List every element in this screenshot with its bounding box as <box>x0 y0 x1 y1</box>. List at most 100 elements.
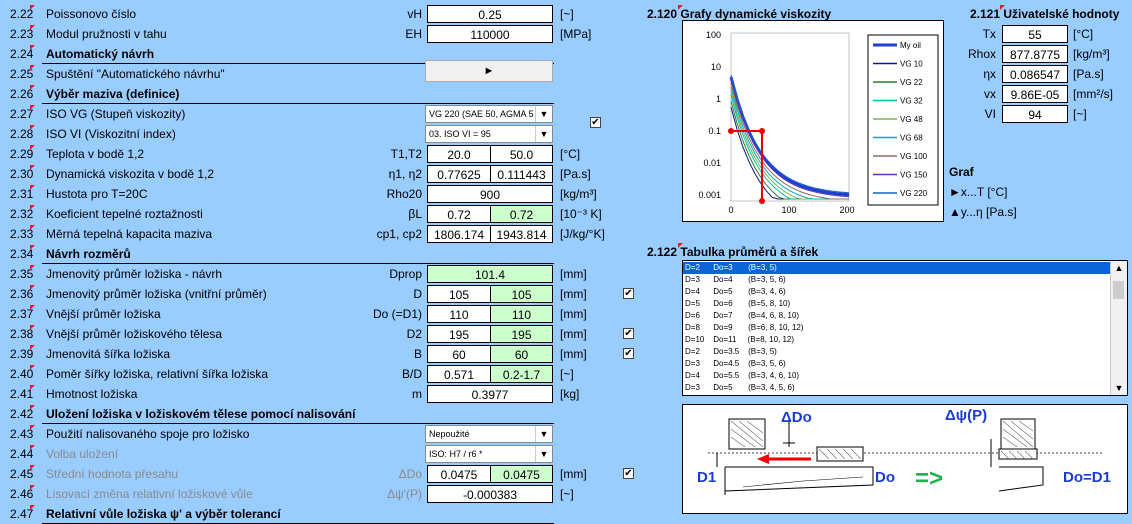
value-cell-2[interactable]: 0.2-1.7 <box>490 365 553 383</box>
comment-marker <box>30 65 35 70</box>
lubricant-checkbox[interactable]: ✔ <box>590 117 601 128</box>
value-cell-1[interactable]: 110 <box>427 305 491 323</box>
list-item[interactable]: D=2 Do=3.5 (B=3, 5) <box>685 347 777 356</box>
value-cell[interactable]: 0.25 <box>427 5 553 23</box>
legend-entry: VG 100 <box>900 152 928 161</box>
list-item[interactable]: D=4 Do=5 (B=3, 4, 6) <box>685 287 786 296</box>
value-cell[interactable]: 101.4 <box>427 265 553 283</box>
user-value-cell[interactable]: 877.8775 <box>1002 45 1068 63</box>
table-heading: 2.122 Tabulka průměrů a šířek <box>647 245 818 259</box>
user-value-cell[interactable]: 55 <box>1002 25 1068 43</box>
chevron-down-icon[interactable]: ▼ <box>535 126 552 142</box>
chart-heading: 2.120 Grafy dynamické viskozity <box>647 7 831 21</box>
select-dropdown[interactable]: VG 220 (SAE 50, AGMA 5 ▼ <box>425 105 553 123</box>
list-item[interactable]: D=6 Do=7 (B=4, 6, 8, 10) <box>685 311 800 320</box>
list-item[interactable]: D=3 Do=5 (B=3, 4, 5, 6) <box>685 383 795 392</box>
value-cell-2[interactable]: 50.0 <box>490 145 553 163</box>
press-fit-diagram: ΔDo Δψ(P) D1 Do => Do=D1 <box>682 404 1128 514</box>
row-label: Poissonovo číslo <box>46 7 137 21</box>
row-checkbox[interactable]: ✔ <box>623 328 634 339</box>
value-cell-2[interactable]: 0.0475 <box>490 465 553 483</box>
diameters-list[interactable]: D=2 Do=3 (B=3, 5) D=3 Do=4 (B=3, 5, 6) D=4… <box>682 260 1128 396</box>
legend-entry: VG 68 <box>900 134 923 143</box>
marker-point-3 <box>759 198 765 204</box>
legend-entry: VG 10 <box>900 60 923 69</box>
value-cell-1[interactable]: 0.72 <box>427 205 491 223</box>
row-unit: [10⁻³ K] <box>560 207 602 221</box>
row-number: 2.30 <box>10 167 34 181</box>
select-dropdown[interactable]: 03. ISO VI = 95 ▼ <box>425 125 553 143</box>
value-cell-1[interactable]: 0.571 <box>427 365 491 383</box>
value-cell-2[interactable]: 0.111443 <box>490 165 553 183</box>
scroll-down-icon[interactable]: ▼ <box>1114 383 1124 393</box>
row-number: 2.22 <box>10 7 34 21</box>
list-item[interactable]: D=2 Do=3 (B=3, 5) <box>683 262 1111 274</box>
chevron-down-icon[interactable]: ▼ <box>535 426 552 442</box>
value-cell[interactable]: 110000 <box>427 25 553 43</box>
comment-marker <box>30 445 35 450</box>
list-item[interactable]: D=3 Do=4 (B=3, 5, 6) <box>685 275 786 284</box>
value-cell-1[interactable]: 0.0475 <box>427 465 491 483</box>
list-item[interactable]: D=3 Do=4.5 (B=3, 5, 6) <box>685 359 786 368</box>
row-checkbox[interactable]: ✔ <box>623 468 634 479</box>
user-value-cell[interactable]: 9.86E-05 <box>1002 85 1068 103</box>
value-cell-2[interactable]: 195 <box>490 325 553 343</box>
list-item[interactable]: D=4 Do=5.5 (B=3, 4, 6, 10) <box>685 371 800 380</box>
row-unit: [kg] <box>560 387 580 401</box>
value-cell[interactable]: -0.000383 <box>427 485 553 503</box>
legend-entry: VG 22 <box>900 78 923 87</box>
row-label: Jmenovitý průměr ložiska - návrh <box>46 267 223 281</box>
value-cell-1[interactable]: 60 <box>427 345 491 363</box>
value-cell-2[interactable]: 110 <box>490 305 553 323</box>
legend-entry: VG 48 <box>900 115 923 124</box>
y-tick-label: 0.01 <box>703 158 721 168</box>
section-underline <box>42 103 554 104</box>
comment-marker <box>1000 5 1005 10</box>
row-symbol: vH <box>407 7 422 21</box>
select-dropdown[interactable]: ISO: H7 / r6 * ▼ <box>425 445 553 463</box>
chevron-down-icon[interactable]: ▼ <box>535 106 552 122</box>
section-underline <box>42 423 554 424</box>
value-cell[interactable]: 0.3977 <box>427 385 553 403</box>
row-number: 2.35 <box>10 267 34 281</box>
value-cell-2[interactable]: 0.72 <box>490 205 553 223</box>
row-checkbox[interactable]: ✔ <box>623 348 634 359</box>
row-checkbox[interactable]: ✔ <box>623 288 634 299</box>
select-dropdown[interactable]: Nepoužité ▼ <box>425 425 553 443</box>
comment-marker <box>30 85 35 90</box>
row-unit: [mm] <box>560 287 587 301</box>
viscosity-curve <box>730 82 849 200</box>
comment-marker <box>30 325 35 330</box>
auto-design-run-button[interactable]: ► <box>425 60 553 82</box>
value-cell[interactable]: 900 <box>427 185 553 203</box>
select-value: Nepoužité <box>429 429 470 439</box>
user-value-cell[interactable]: 94 <box>1002 105 1068 123</box>
user-value-cell[interactable]: 0.086547 <box>1002 65 1068 83</box>
chevron-down-icon[interactable]: ▼ <box>535 446 552 462</box>
list-item[interactable]: D=5 Do=6 (B=5, 8, 10) <box>685 299 791 308</box>
row-unit: [mm] <box>560 267 587 281</box>
value-cell-2[interactable]: 1943.814 <box>490 225 553 243</box>
comment-marker <box>30 165 35 170</box>
value-cell-1[interactable]: 105 <box>427 285 491 303</box>
value-cell-2[interactable]: 105 <box>490 285 553 303</box>
value-cell-1[interactable]: 1806.174 <box>427 225 491 243</box>
row-unit: [kg/m³] <box>560 187 597 201</box>
select-value: ISO: H7 / r6 * <box>429 449 483 459</box>
list-item[interactable]: D=10 Do=11 (B=8, 10, 12) <box>685 335 795 344</box>
value-cell-1[interactable]: 20.0 <box>427 145 491 163</box>
value-cell-1[interactable]: 0.77625 <box>427 165 491 183</box>
scroll-up-icon[interactable]: ▲ <box>1114 263 1124 273</box>
list-scrollbar[interactable]: ▲ ▼ <box>1110 261 1127 395</box>
list-item[interactable]: D=8 Do=9 (B=6, 8, 10, 12) <box>685 323 804 332</box>
row-number: 2.40 <box>10 367 34 381</box>
row-label: ISO VG (Stupeň viskozity) <box>46 107 186 121</box>
row-symbol: EH <box>405 27 422 41</box>
value-cell-2[interactable]: 60 <box>490 345 553 363</box>
comment-marker <box>30 145 35 150</box>
value-cell-1[interactable]: 195 <box>427 325 491 343</box>
row-number: 2.37 <box>10 307 34 321</box>
scroll-thumb[interactable] <box>1113 281 1124 299</box>
chart-number: 2.120 <box>647 7 678 21</box>
comment-marker <box>678 243 683 248</box>
